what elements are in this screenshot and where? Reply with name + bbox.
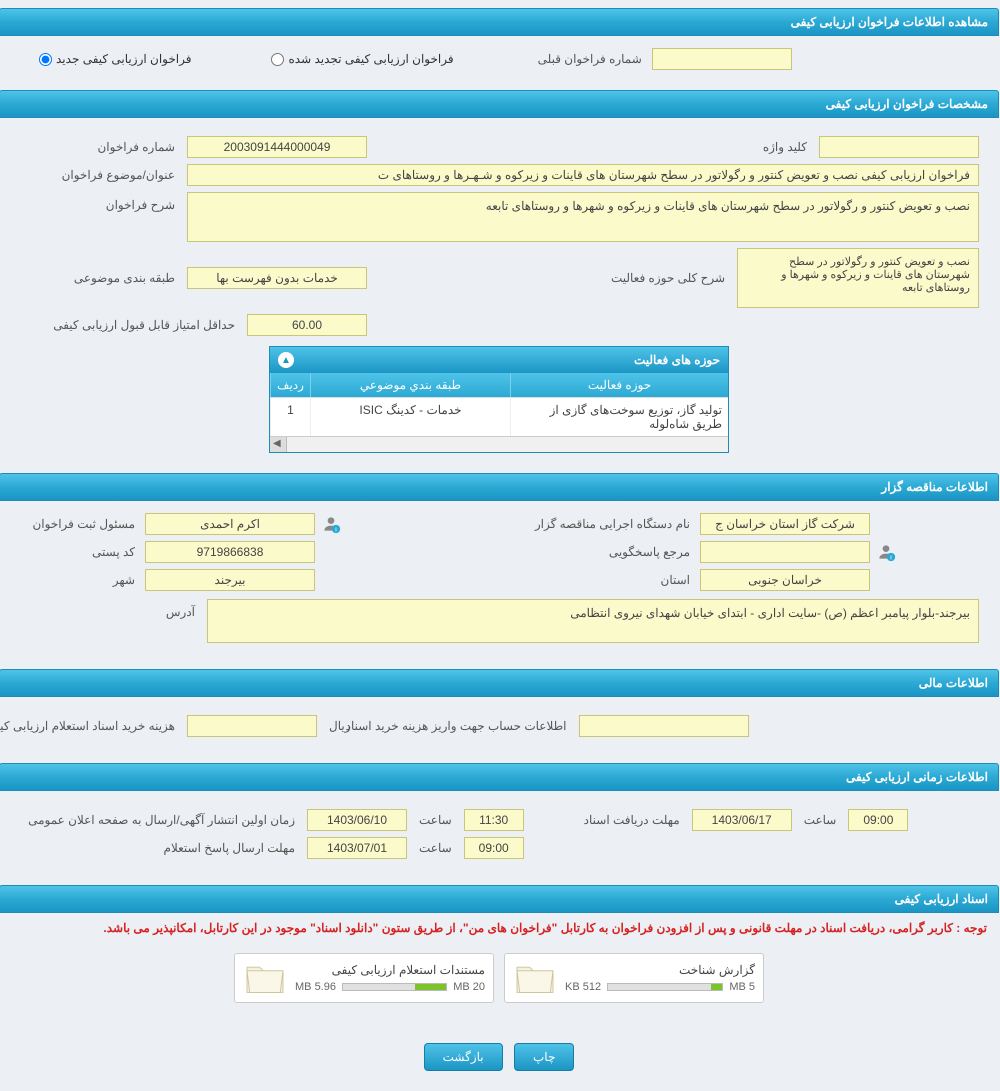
currency-label: ریال <box>326 719 356 733</box>
person-info-icon[interactable]: i <box>322 514 342 534</box>
activity-scope-field: نصب و تعویض کنتور و رگولاتور در سطح شهرس… <box>738 248 980 308</box>
org-field: شرکت گاز استان خراسان ج <box>701 513 871 535</box>
section-header-call-spec: مشخصات فراخوان ارزیابی کیفی <box>0 90 1000 118</box>
activity-scope-label: شرح کلی حوزه فعالیت <box>608 271 730 285</box>
min-score-label: حداقل امتیاز قابل قبول ارزیابی کیفی <box>20 318 240 332</box>
activity-table: حوزه های فعالیت ▲ ردیف طبقه بندي موضوعي … <box>270 346 730 453</box>
person-info-icon-2[interactable]: i <box>877 542 897 562</box>
activity-table-title: حوزه های فعالیت <box>635 353 721 367</box>
subject-label: عنوان/موضوع فراخوان <box>20 168 180 182</box>
horizontal-scrollbar[interactable] <box>271 436 729 452</box>
response-deadline-date: 1403/07/01 <box>308 837 408 859</box>
hour-label-2: ساعت <box>801 813 842 827</box>
subject-field: فراخوان ارزیابی کیفی نصب و تعویض کنتور و… <box>188 164 980 186</box>
print-button[interactable]: چاپ <box>515 1043 575 1071</box>
responder-field <box>701 541 871 563</box>
prev-number-label: شماره فراخوان قبلی <box>535 52 647 66</box>
address-label: آدرس <box>20 599 200 619</box>
file-2-size: 5.96 MB <box>296 981 337 993</box>
file-1-max: 5 MB <box>730 981 756 993</box>
section-header-tenderer: اطلاعات مناقصه گزار <box>0 473 1000 501</box>
radio-new-call-label: فراخوان ارزیابی کیفی جدید <box>57 52 192 66</box>
collapse-icon[interactable]: ▲ <box>279 352 295 368</box>
prev-number-field <box>653 48 793 70</box>
folder-icon <box>244 960 288 996</box>
file-card-1[interactable]: گزارش شناخت 512 KB 5 MB <box>505 953 765 1003</box>
response-deadline-time: 09:00 <box>465 837 525 859</box>
hour-label-1: ساعت <box>416 813 457 827</box>
org-label: نام دستگاه اجرایی مناقصه گزار <box>515 517 695 531</box>
receive-deadline-date: 1403/06/17 <box>693 809 793 831</box>
file-1-title: گزارش شناخت <box>566 963 756 977</box>
section-header-timing: اطلاعات زمانی ارزیابی کیفی <box>0 763 1000 791</box>
keyword-field <box>820 136 980 158</box>
section-header-financial: اطلاعات مالی <box>0 669 1000 697</box>
radio-renewed-call-label: فراخوان ارزیابی کیفی تجدید شده <box>289 52 454 66</box>
section-header-view-info: مشاهده اطلاعات فراخوان ارزیابی کیفی <box>0 8 1000 36</box>
back-button[interactable]: بازگشت <box>425 1043 504 1071</box>
category-field: خدمات بدون فهرست بها <box>188 267 368 289</box>
doc-cost-label: هزینه خرید اسناد استعلام ارزیابی کیفی <box>20 719 180 733</box>
doc-cost-field <box>188 715 318 737</box>
responder-label: مرجع پاسخگویی <box>515 545 695 559</box>
registrar-label: مسئول ثبت فراخوان <box>20 517 140 531</box>
radio-renewed-call[interactable]: فراخوان ارزیابی کیفی تجدید شده <box>272 52 454 66</box>
file-1-progress <box>608 983 724 991</box>
folder-icon <box>514 960 558 996</box>
first-pub-label: زمان اولین انتشار آگهی/ارسال به صفحه اعل… <box>20 813 300 827</box>
receive-deadline-time: 09:00 <box>849 809 909 831</box>
first-pub-time: 11:30 <box>465 809 525 831</box>
cell-idx: 1 <box>271 398 311 436</box>
province-field: خراسان جنوبی <box>701 569 871 591</box>
postal-label: کد پستی <box>20 545 140 559</box>
file-2-progress <box>343 983 448 991</box>
hour-label-3: ساعت <box>416 841 457 855</box>
city-field: بیرجند <box>146 569 316 591</box>
first-pub-date: 1403/06/10 <box>308 809 408 831</box>
file-1-size: 512 KB <box>566 981 602 993</box>
col-idx: ردیف <box>271 373 311 397</box>
province-label: استان <box>515 573 695 587</box>
keyword-label: کلید واژه <box>760 140 812 154</box>
response-deadline-label: مهلت ارسال پاسخ استعلام <box>20 841 300 855</box>
min-score-field: 60.00 <box>248 314 368 336</box>
table-row: 1 خدمات - کدینگ ISIC تولید گاز، توزیع سو… <box>271 397 729 436</box>
account-label: اطلاعات حساب جهت واریز هزینه خرید اسناد <box>412 719 572 733</box>
radio-new-call[interactable]: فراخوان ارزیابی کیفی جدید <box>40 52 192 66</box>
col-cat: طبقه بندي موضوعي <box>311 373 511 397</box>
section-header-documents: اسناد ارزیابی کیفی <box>0 885 1000 913</box>
radio-renewed-call-input[interactable] <box>272 53 285 66</box>
notice-text: توجه : کاربر گرامی، دریافت اسناد در مهلت… <box>0 913 1000 943</box>
receive-deadline-label: مهلت دریافت اسناد <box>581 813 685 827</box>
registrar-field: اکرم احمدی <box>146 513 316 535</box>
cell-cat: خدمات - کدینگ ISIC <box>311 398 511 436</box>
col-act: حوزه فعالیت <box>511 373 729 397</box>
city-label: شهر <box>20 573 140 587</box>
category-label: طبقه بندی موضوعی <box>20 271 180 285</box>
file-2-max: 20 MB <box>454 981 486 993</box>
desc-field: نصب و تعویض کنتور و رگولاتور در سطح شهرس… <box>188 192 980 242</box>
file-2-title: مستندات استعلام ارزیابی کیفی <box>296 963 486 977</box>
call-number-field: 2003091444000049 <box>188 136 368 158</box>
postal-field: 9719866838 <box>146 541 316 563</box>
account-field <box>580 715 750 737</box>
address-field: بیرجند-بلوار پیامبر اعظم (ص) -سایت اداری… <box>208 599 980 643</box>
radio-new-call-input[interactable] <box>40 53 53 66</box>
call-number-label: شماره فراخوان <box>20 140 180 154</box>
file-card-2[interactable]: مستندات استعلام ارزیابی کیفی 5.96 MB 20 … <box>235 953 495 1003</box>
desc-label: شرح فراخوان <box>20 192 180 212</box>
cell-act: تولید گاز، توزیع سوخت‌های گازی از طریق ش… <box>511 398 729 436</box>
